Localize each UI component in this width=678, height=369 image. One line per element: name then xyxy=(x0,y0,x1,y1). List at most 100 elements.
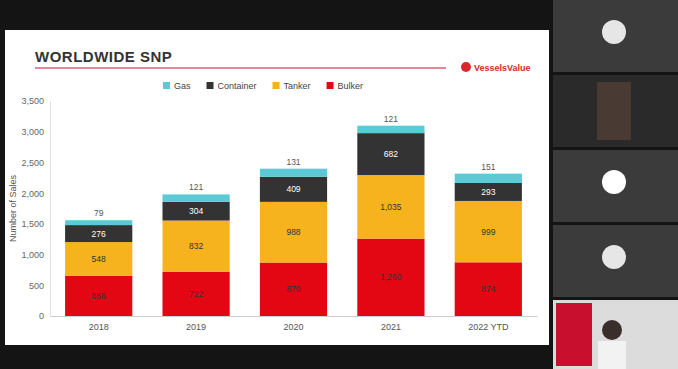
x-tick-label: 2019 xyxy=(186,322,206,332)
legend-label: Tanker xyxy=(284,81,311,91)
x-axis-line xyxy=(51,316,538,317)
bar-segment xyxy=(455,201,522,262)
bar-segment xyxy=(65,242,132,276)
data-label: 131 xyxy=(286,157,300,167)
data-label: 121 xyxy=(384,114,398,124)
legend: Gas Container Tanker Bulker xyxy=(163,81,363,91)
x-tick: 2021 xyxy=(381,316,401,332)
data-label: 276 xyxy=(92,229,106,239)
x-tick: 2019 xyxy=(186,316,206,332)
y-axis-title: Number of Sales xyxy=(8,174,18,242)
data-label: 832 xyxy=(189,241,203,251)
series-3 xyxy=(65,126,522,225)
x-tick-label: 2022 YTD xyxy=(468,322,509,332)
data-label: 293 xyxy=(481,187,495,197)
bar-segment xyxy=(260,263,327,316)
video-panel xyxy=(553,75,678,147)
y-tick: 0 xyxy=(39,311,50,321)
y-tick: 3,500 xyxy=(21,96,50,106)
slide xyxy=(5,30,549,345)
legend-item: Container xyxy=(207,81,257,91)
data-label: 1,035 xyxy=(380,202,402,212)
data-label: 988 xyxy=(286,227,300,237)
presenter-head xyxy=(602,320,622,340)
y-tick-label: 2,500 xyxy=(21,158,44,168)
y-axis: 0 500 1,000 1,500 2,000 2,500 3,000 3,500 xyxy=(21,96,50,321)
title: WORLDWIDE SNP xyxy=(35,48,172,65)
data-label: 409 xyxy=(286,184,300,194)
x-tick: 2022 YTD xyxy=(468,316,509,332)
bar-segment xyxy=(455,174,522,183)
bar-segment xyxy=(162,221,229,272)
data-label: 151 xyxy=(481,162,495,172)
data-label: 999 xyxy=(481,227,495,237)
legend-item: Tanker xyxy=(273,81,311,91)
bar-segment xyxy=(260,177,327,202)
data-label: 548 xyxy=(92,254,106,264)
data-label: 304 xyxy=(189,206,203,216)
bar-segment xyxy=(162,194,229,201)
x-tick-label: 2021 xyxy=(381,322,401,332)
avatar xyxy=(602,170,626,194)
bar-segment xyxy=(65,276,132,316)
video-panel xyxy=(553,150,678,222)
bar-segment xyxy=(65,220,132,225)
bar-segment xyxy=(162,202,229,221)
x-tick-label: 2020 xyxy=(283,322,303,332)
bar-segment xyxy=(357,175,424,239)
screen: WORLDWIDE SNP VesselsValue 0 500 1,000 1,500 2… xyxy=(0,0,678,369)
y-tick: 500 xyxy=(29,281,50,291)
x-tick-label: 2018 xyxy=(89,322,109,332)
bar-segment xyxy=(455,262,522,316)
legend-swatch xyxy=(327,82,334,89)
data-label: 656 xyxy=(92,291,106,301)
x-tick: 2020 xyxy=(283,316,303,332)
avatar xyxy=(602,20,626,44)
legend-label: Bulker xyxy=(338,81,364,91)
x-tick: 2018 xyxy=(89,316,109,332)
y-tick: 3,000 xyxy=(21,127,50,137)
banner xyxy=(556,303,592,366)
bar-segment xyxy=(357,126,424,133)
y-tick: 1,000 xyxy=(21,250,50,260)
y-tick: 2,500 xyxy=(21,158,50,168)
data-label: 1,260 xyxy=(380,272,402,282)
legend-label: Gas xyxy=(174,81,191,91)
y-tick-label: 1,000 xyxy=(21,250,44,260)
legend-swatch xyxy=(163,82,170,89)
video-panel xyxy=(553,0,678,72)
y-tick-label: 0 xyxy=(39,311,44,321)
camera-view xyxy=(597,82,631,140)
series-1 xyxy=(65,175,522,276)
data-label: 722 xyxy=(189,289,203,299)
series-2 xyxy=(65,133,522,242)
avatar xyxy=(602,245,626,269)
background xyxy=(0,0,678,369)
bar-segment xyxy=(260,202,327,263)
legend-swatch xyxy=(207,82,214,89)
y-tick: 2,000 xyxy=(21,189,50,199)
y-axis-line xyxy=(50,102,51,317)
y-tick-label: 500 xyxy=(29,281,44,291)
data-label: 79 xyxy=(94,208,104,218)
title-rule xyxy=(35,68,446,69)
legend-swatch xyxy=(273,82,280,89)
y-tick-label: 3,000 xyxy=(21,127,44,137)
data-labels: 656 722 870 1,260 874 548 832 988 1,035 999 276 304… xyxy=(92,114,496,301)
brand-icon xyxy=(461,62,471,72)
data-label: 874 xyxy=(481,284,495,294)
brand: VesselsValue xyxy=(474,63,531,73)
y-tick-label: 2,000 xyxy=(21,189,44,199)
legend-label: Container xyxy=(218,81,257,91)
x-axis: 2018 2019 2020 2021 2022 YTD xyxy=(51,316,538,332)
bar-segment xyxy=(162,272,229,316)
bar-segment xyxy=(357,239,424,316)
y-tick-label: 3,500 xyxy=(21,96,44,106)
presenter-body xyxy=(598,341,626,369)
y-tick-label: 1,500 xyxy=(21,219,44,229)
bars xyxy=(65,126,522,316)
legend-item: Gas xyxy=(163,81,191,91)
bar-segment xyxy=(260,169,327,177)
data-label: 870 xyxy=(286,284,300,294)
bar-segment xyxy=(455,183,522,201)
